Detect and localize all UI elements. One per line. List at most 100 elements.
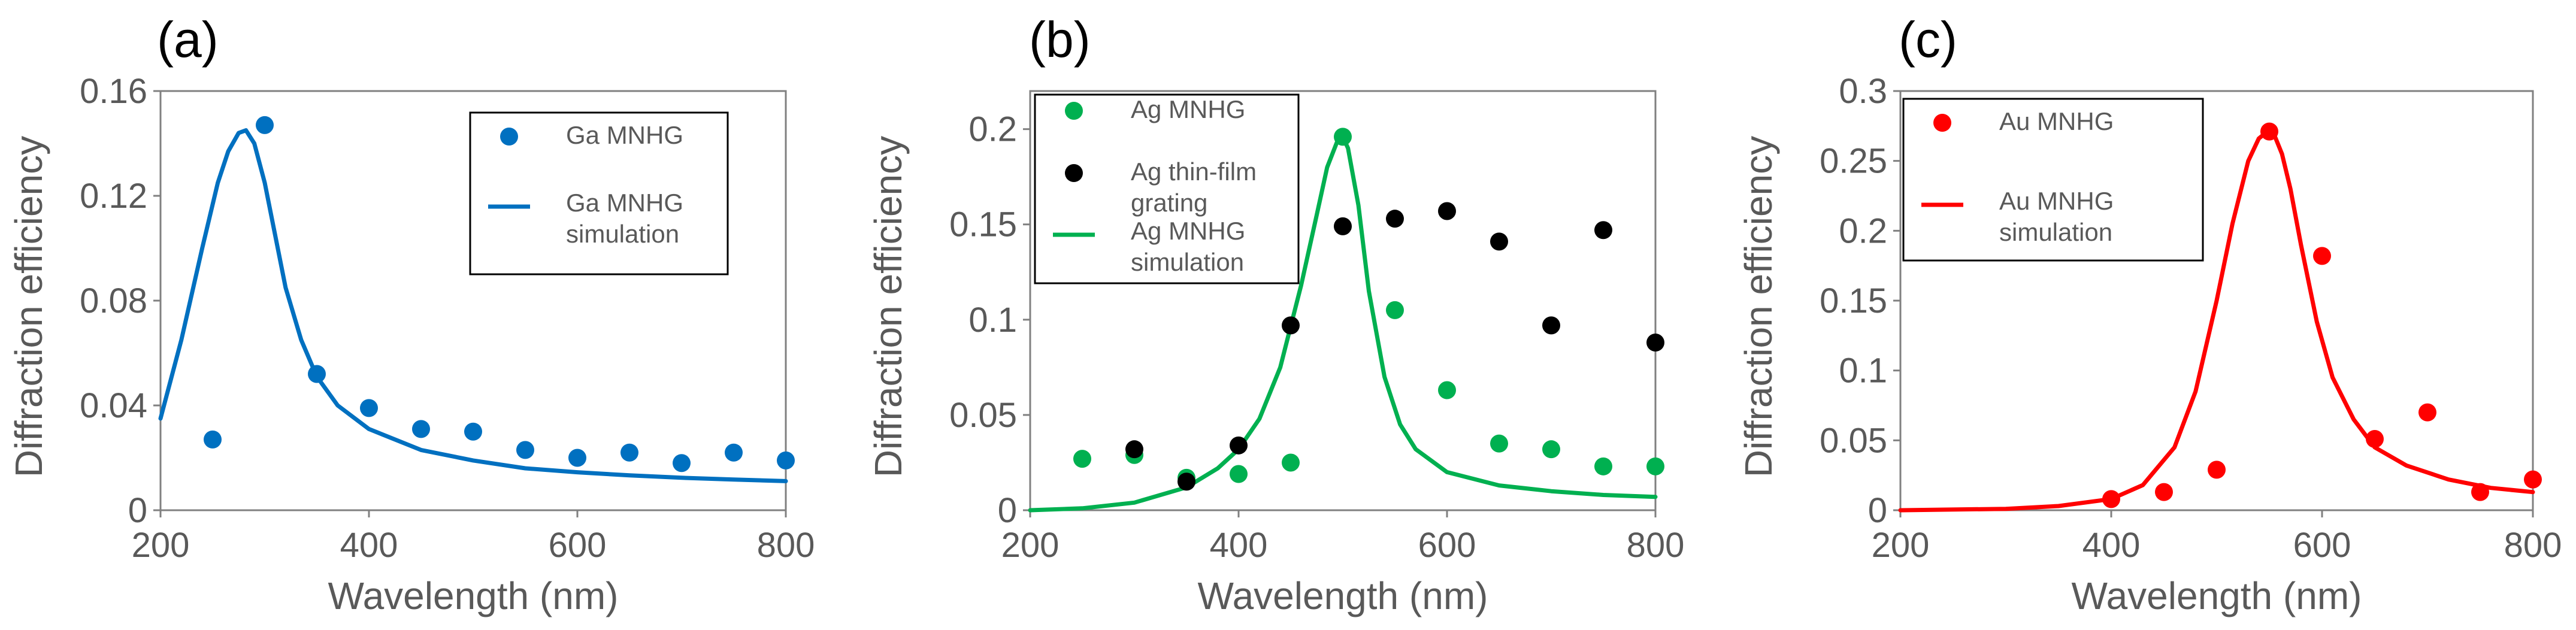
- x-tick-label: 400: [2082, 526, 2141, 565]
- legend-box: [1902, 98, 2204, 262]
- y-tick-label: 0.05: [1820, 421, 1887, 460]
- data-point: [308, 365, 326, 383]
- legend-item: Ga MNHG simulation: [488, 189, 683, 248]
- panel-label: (a): [157, 11, 219, 68]
- data-point: [777, 451, 795, 470]
- x-tick-label: 400: [1210, 526, 1268, 565]
- data-point: [1438, 381, 1456, 399]
- data-point: [1282, 453, 1300, 472]
- data-point: [464, 422, 482, 441]
- legend-label: grating: [1131, 189, 1207, 217]
- data-point: [2260, 122, 2278, 141]
- panel-c: (c) 0 0.05 0.1 0.15 0.2 0.25 0.3 200 400 600 800 Wav…: [1737, 11, 2562, 617]
- panel-b: (b) 0 0.05 0.1 0.15 0.2 200 400 600 800 Wavelength…: [867, 11, 1684, 617]
- y-tick-label: 0.15: [1820, 281, 1887, 320]
- legend-item: Au MNHG simulation: [1921, 187, 2114, 246]
- data-point: [673, 454, 691, 472]
- y-tick-label: 0.2: [968, 110, 1017, 149]
- x-tick-label: 600: [2293, 526, 2351, 565]
- data-point: [1646, 334, 1664, 352]
- data-point: [2418, 403, 2436, 422]
- data-point: [1386, 301, 1404, 319]
- y-tick-label: 0.04: [80, 386, 147, 425]
- x-tick-label: 400: [340, 526, 398, 565]
- x-tick-label: 800: [2504, 526, 2562, 565]
- legend-marker: [1065, 102, 1083, 120]
- y-tick-label: 0.12: [80, 177, 147, 216]
- y-tick-label: 0.15: [949, 205, 1017, 244]
- data-point: [1490, 232, 1508, 251]
- data-point: [1646, 457, 1664, 475]
- legend-label: Ga MNHG: [566, 189, 683, 217]
- data-point: [1282, 316, 1300, 335]
- series-ga-mnhg-simulation: [158, 128, 788, 483]
- data-point: [256, 116, 274, 134]
- x-tick-label: 200: [132, 526, 190, 565]
- data-point: [1334, 217, 1352, 235]
- series-au-mnhg: [2102, 122, 2542, 508]
- y-tick-label: 0.3: [1839, 72, 1887, 111]
- data-point: [516, 441, 534, 459]
- panel-label: (b): [1029, 11, 1091, 68]
- legend-label: Ga MNHG: [566, 121, 683, 149]
- y-tick-label: 0.16: [80, 72, 147, 111]
- data-point: [2102, 490, 2120, 508]
- y-tick-label: 0: [128, 491, 147, 530]
- data-point: [1230, 465, 1248, 483]
- data-point: [1542, 316, 1560, 335]
- panel-a: (a) 0 0.04 0.08 0.12 0.16 200 400 600 800 Waveleng…: [7, 11, 815, 617]
- legend-box: [1034, 93, 1300, 284]
- y-tick-label: 0.2: [1839, 211, 1887, 250]
- legend-item: Ga MNHG: [500, 121, 683, 149]
- x-tick-label: 600: [1418, 526, 1476, 565]
- series-line: [158, 128, 788, 483]
- legend: Ga MNHG Ga MNHG simulation: [469, 111, 729, 275]
- data-point: [725, 443, 743, 462]
- data-point: [360, 399, 378, 417]
- legend-item: Ag MNHG: [1065, 95, 1245, 123]
- x-tick-label: 200: [1001, 526, 1060, 565]
- x-tick-label: 800: [757, 526, 815, 565]
- plot-frame: [1029, 90, 1657, 511]
- data-point: [1386, 210, 1404, 228]
- data-point: [568, 449, 586, 467]
- data-point: [1073, 450, 1091, 468]
- legend-marker: [1933, 114, 1951, 132]
- data-point: [2313, 247, 2331, 265]
- data-point: [1490, 434, 1508, 453]
- data-point: [1230, 436, 1248, 455]
- data-point: [2471, 483, 2489, 501]
- panel-label: (c): [1899, 11, 1957, 68]
- data-point: [2366, 430, 2384, 448]
- y-tick-label: 0.1: [1839, 352, 1887, 390]
- data-point: [412, 420, 430, 438]
- data-point: [1594, 457, 1612, 475]
- legend-label: Ag thin-film: [1131, 158, 1257, 186]
- y-tick-label: 0.08: [80, 281, 147, 320]
- x-axis-title: Wavelength (nm): [328, 574, 619, 617]
- y-tick-label: 0.05: [949, 396, 1017, 435]
- legend-label: simulation: [1131, 248, 1244, 276]
- series-ga-mnhg: [204, 116, 795, 472]
- data-point: [620, 443, 638, 462]
- y-tick-label: 0: [1868, 491, 1887, 530]
- data-point: [2208, 461, 2226, 479]
- legend-marker: [1065, 164, 1083, 182]
- x-tick-label: 200: [1872, 526, 1930, 565]
- legend-item: Ag MNHG simulation: [1053, 217, 1245, 276]
- legend-label: Au MNHG: [1999, 107, 2114, 135]
- legend-label: simulation: [1999, 218, 2112, 246]
- series-ag-thin-film-grating: [1125, 202, 1664, 491]
- legend-label: simulation: [566, 220, 679, 248]
- legend: Au MNHG Au MNHG simulation: [1902, 98, 2204, 262]
- legend-label: Ag MNHG: [1131, 217, 1245, 245]
- data-point: [1334, 128, 1352, 146]
- y-axis-title: Diffraction efficiency: [1737, 136, 1780, 477]
- data-point: [1177, 472, 1195, 491]
- y-axis-title: Diffraction efficiency: [7, 136, 50, 477]
- data-point: [2524, 470, 2542, 489]
- data-point: [204, 430, 222, 449]
- x-axis-title: Wavelength (nm): [2072, 574, 2362, 617]
